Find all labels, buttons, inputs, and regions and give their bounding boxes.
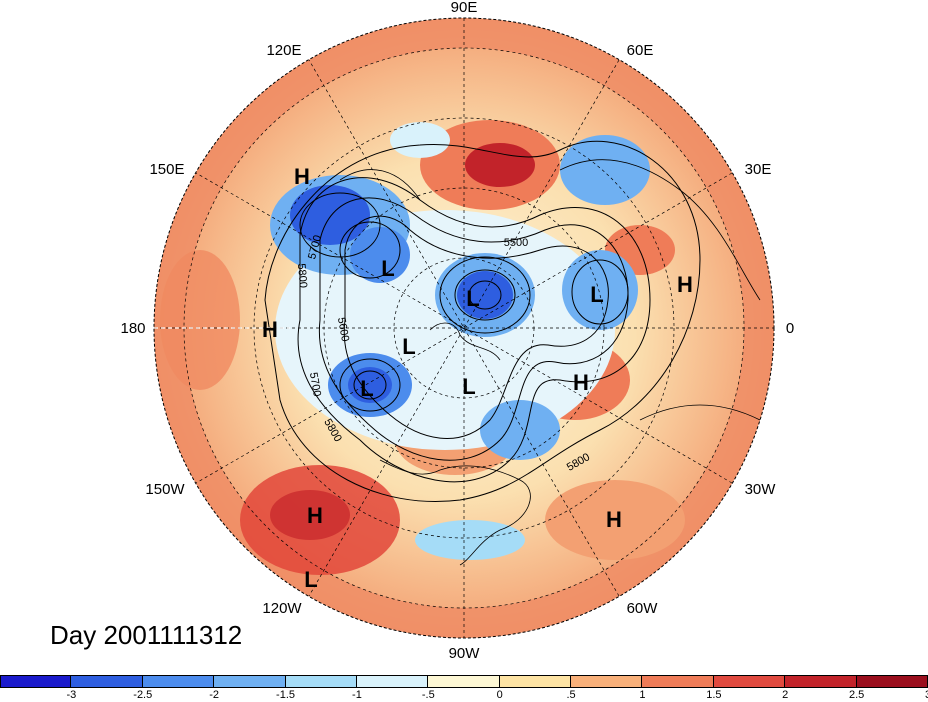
colorbar-tick-label: .5 <box>566 689 576 701</box>
high-pressure-marker: H <box>307 503 323 528</box>
low-pressure-marker: L <box>381 256 394 281</box>
high-pressure-marker: H <box>262 317 278 342</box>
pressure-centers: H L L L H H L L L H H H L <box>262 164 693 592</box>
colorbar-tick-label: 0 <box>496 689 503 701</box>
colorbar-swatch <box>785 675 857 688</box>
colorbar-tick-label: 1 <box>639 689 646 701</box>
polar-stereographic-map: 90E 60E 30E 0 30W 60W 90W 120W 150W 180 … <box>120 0 794 662</box>
colorbar-swatch <box>499 675 572 688</box>
lon-label-120w: 120W <box>262 600 302 617</box>
colorbar-swatch <box>642 675 714 688</box>
colorbar-swatch <box>214 675 286 688</box>
longitude-labels: 90E 60E 30E 0 30W 60W 90W 120W 150W 180 … <box>120 0 794 662</box>
lon-label-60w: 60W <box>627 600 659 617</box>
lon-label-150e: 150E <box>149 161 184 178</box>
high-pressure-marker: H <box>677 272 693 297</box>
contour-label: 5500 <box>504 237 528 249</box>
contour-label: 5700 <box>307 371 323 397</box>
lon-label-120e: 120E <box>266 42 301 59</box>
high-pressure-marker: H <box>606 507 622 532</box>
low-pressure-marker: L <box>462 374 475 399</box>
colorbar-tick-label: -1 <box>352 689 362 701</box>
colorbar-tick-label: 2.5 <box>848 689 865 701</box>
lon-label-30w: 30W <box>745 481 777 498</box>
anomaly-shading <box>154 18 774 638</box>
contour-label: 5800 <box>295 263 309 288</box>
colorbar-tick-label: 1.5 <box>706 689 722 701</box>
contour-label: 5600 <box>335 316 351 342</box>
lon-label-30e: 30E <box>745 161 772 178</box>
coastlines <box>339 159 761 566</box>
colorbar-swatch <box>142 675 215 688</box>
low-pressure-marker: L <box>590 282 603 307</box>
colorbar-swatch <box>571 675 643 688</box>
date-label: Day 2001111312 <box>50 620 243 650</box>
lon-label-60e: 60E <box>627 42 654 59</box>
colorbar-tick-label: -3 <box>66 689 77 701</box>
colorbar-tick-label: -.5 <box>421 689 435 701</box>
colorbar: -3 -2.5 -2 -1.5 -1 -.5 0 .5 1 1.5 2 2.5 3 <box>0 675 928 702</box>
colorbar-tick-label: -1.5 <box>276 689 296 701</box>
low-pressure-marker: L <box>304 567 317 592</box>
colorbar-swatch <box>428 675 500 688</box>
colorbar-swatch <box>0 675 72 688</box>
graticule <box>154 18 774 638</box>
colorbar-swatch <box>356 675 429 688</box>
lon-label-90w: 90W <box>449 645 481 662</box>
lon-label-150w: 150W <box>145 481 185 498</box>
low-pressure-marker: L <box>360 376 373 401</box>
colorbar-tick-label: 3 <box>925 689 928 701</box>
lon-label-180: 180 <box>120 320 145 337</box>
colorbar-tick-label: -2.5 <box>133 689 153 701</box>
colorbar-swatch <box>713 675 786 688</box>
lon-label-0: 0 <box>786 320 794 337</box>
height-contours <box>264 140 701 502</box>
lon-label-90e: 90E <box>451 0 478 16</box>
colorbar-swatch <box>285 675 357 688</box>
colorbar-tick-label: 2 <box>782 689 789 701</box>
map-boundary <box>153 17 775 639</box>
colorbar-swatch <box>71 675 143 688</box>
high-pressure-marker: H <box>294 164 310 189</box>
low-pressure-marker: L <box>402 334 415 359</box>
high-pressure-marker: H <box>573 370 589 395</box>
colorbar-frame <box>0 675 928 688</box>
colorbar-tick-label: -2 <box>209 689 220 701</box>
low-pressure-marker: L <box>466 286 479 311</box>
